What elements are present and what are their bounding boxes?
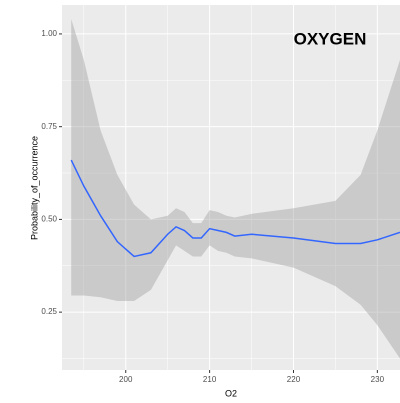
x-axis-title: O2 [225, 388, 237, 398]
y-tick-label: 0.75 [41, 122, 57, 131]
x-tick-label: 210 [203, 375, 217, 384]
y-tick-label: 1.00 [41, 29, 57, 38]
confidence-band [71, 19, 400, 359]
y-tick-label: 0.25 [41, 307, 57, 316]
y-tick-label: 0.50 [41, 215, 57, 224]
x-tick-label: 220 [287, 375, 301, 384]
line [70, 159, 400, 258]
panel [62, 5, 400, 370]
x-tick-label: 200 [119, 375, 133, 384]
annotation: OXYGEN [294, 29, 367, 48]
y-axis-title: Probability_of_occurrence [29, 136, 39, 240]
x-tick-label: 230 [371, 375, 385, 384]
